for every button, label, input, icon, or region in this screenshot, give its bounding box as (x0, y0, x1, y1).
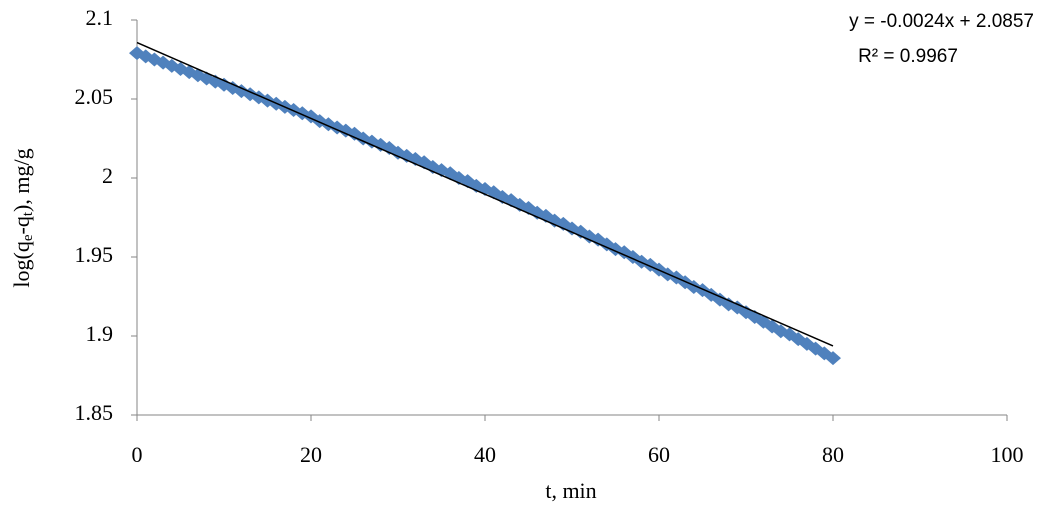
y-label-part: log(q (9, 241, 34, 287)
trendline (136, 41, 834, 347)
x-tick-label: 20 (300, 442, 322, 467)
marker (825, 351, 841, 366)
trend-equation: y = -0.0024x + 2.0857 (849, 11, 1034, 32)
x-tick-label: 0 (132, 442, 143, 467)
y-label-sub: e (20, 234, 36, 241)
y-tick-label: 2.1 (86, 5, 114, 30)
y-label-part: ), mg/g (9, 148, 34, 212)
marker (616, 245, 633, 260)
r-squared: R² = 0.9967 (858, 46, 958, 67)
y-tick-label: 2.05 (75, 84, 114, 109)
y-tick-label: 2 (102, 163, 113, 188)
x-tick-label: 100 (991, 442, 1024, 467)
y-tick-label: 1.95 (75, 242, 114, 267)
x-tick-label: 40 (474, 442, 496, 467)
x-tick-label: 60 (648, 442, 670, 467)
y-tick-label: 1.9 (86, 321, 114, 346)
y-label-part: -q (9, 216, 34, 234)
y-axis-label: log(qe-qt), mg/g (9, 148, 36, 287)
y-label-sub: t (20, 211, 36, 216)
y-tick-label: 1.85 (75, 400, 114, 425)
marker (155, 55, 172, 70)
x-axis-label: t, min (545, 478, 596, 503)
x-tick-label: 80 (822, 442, 844, 467)
